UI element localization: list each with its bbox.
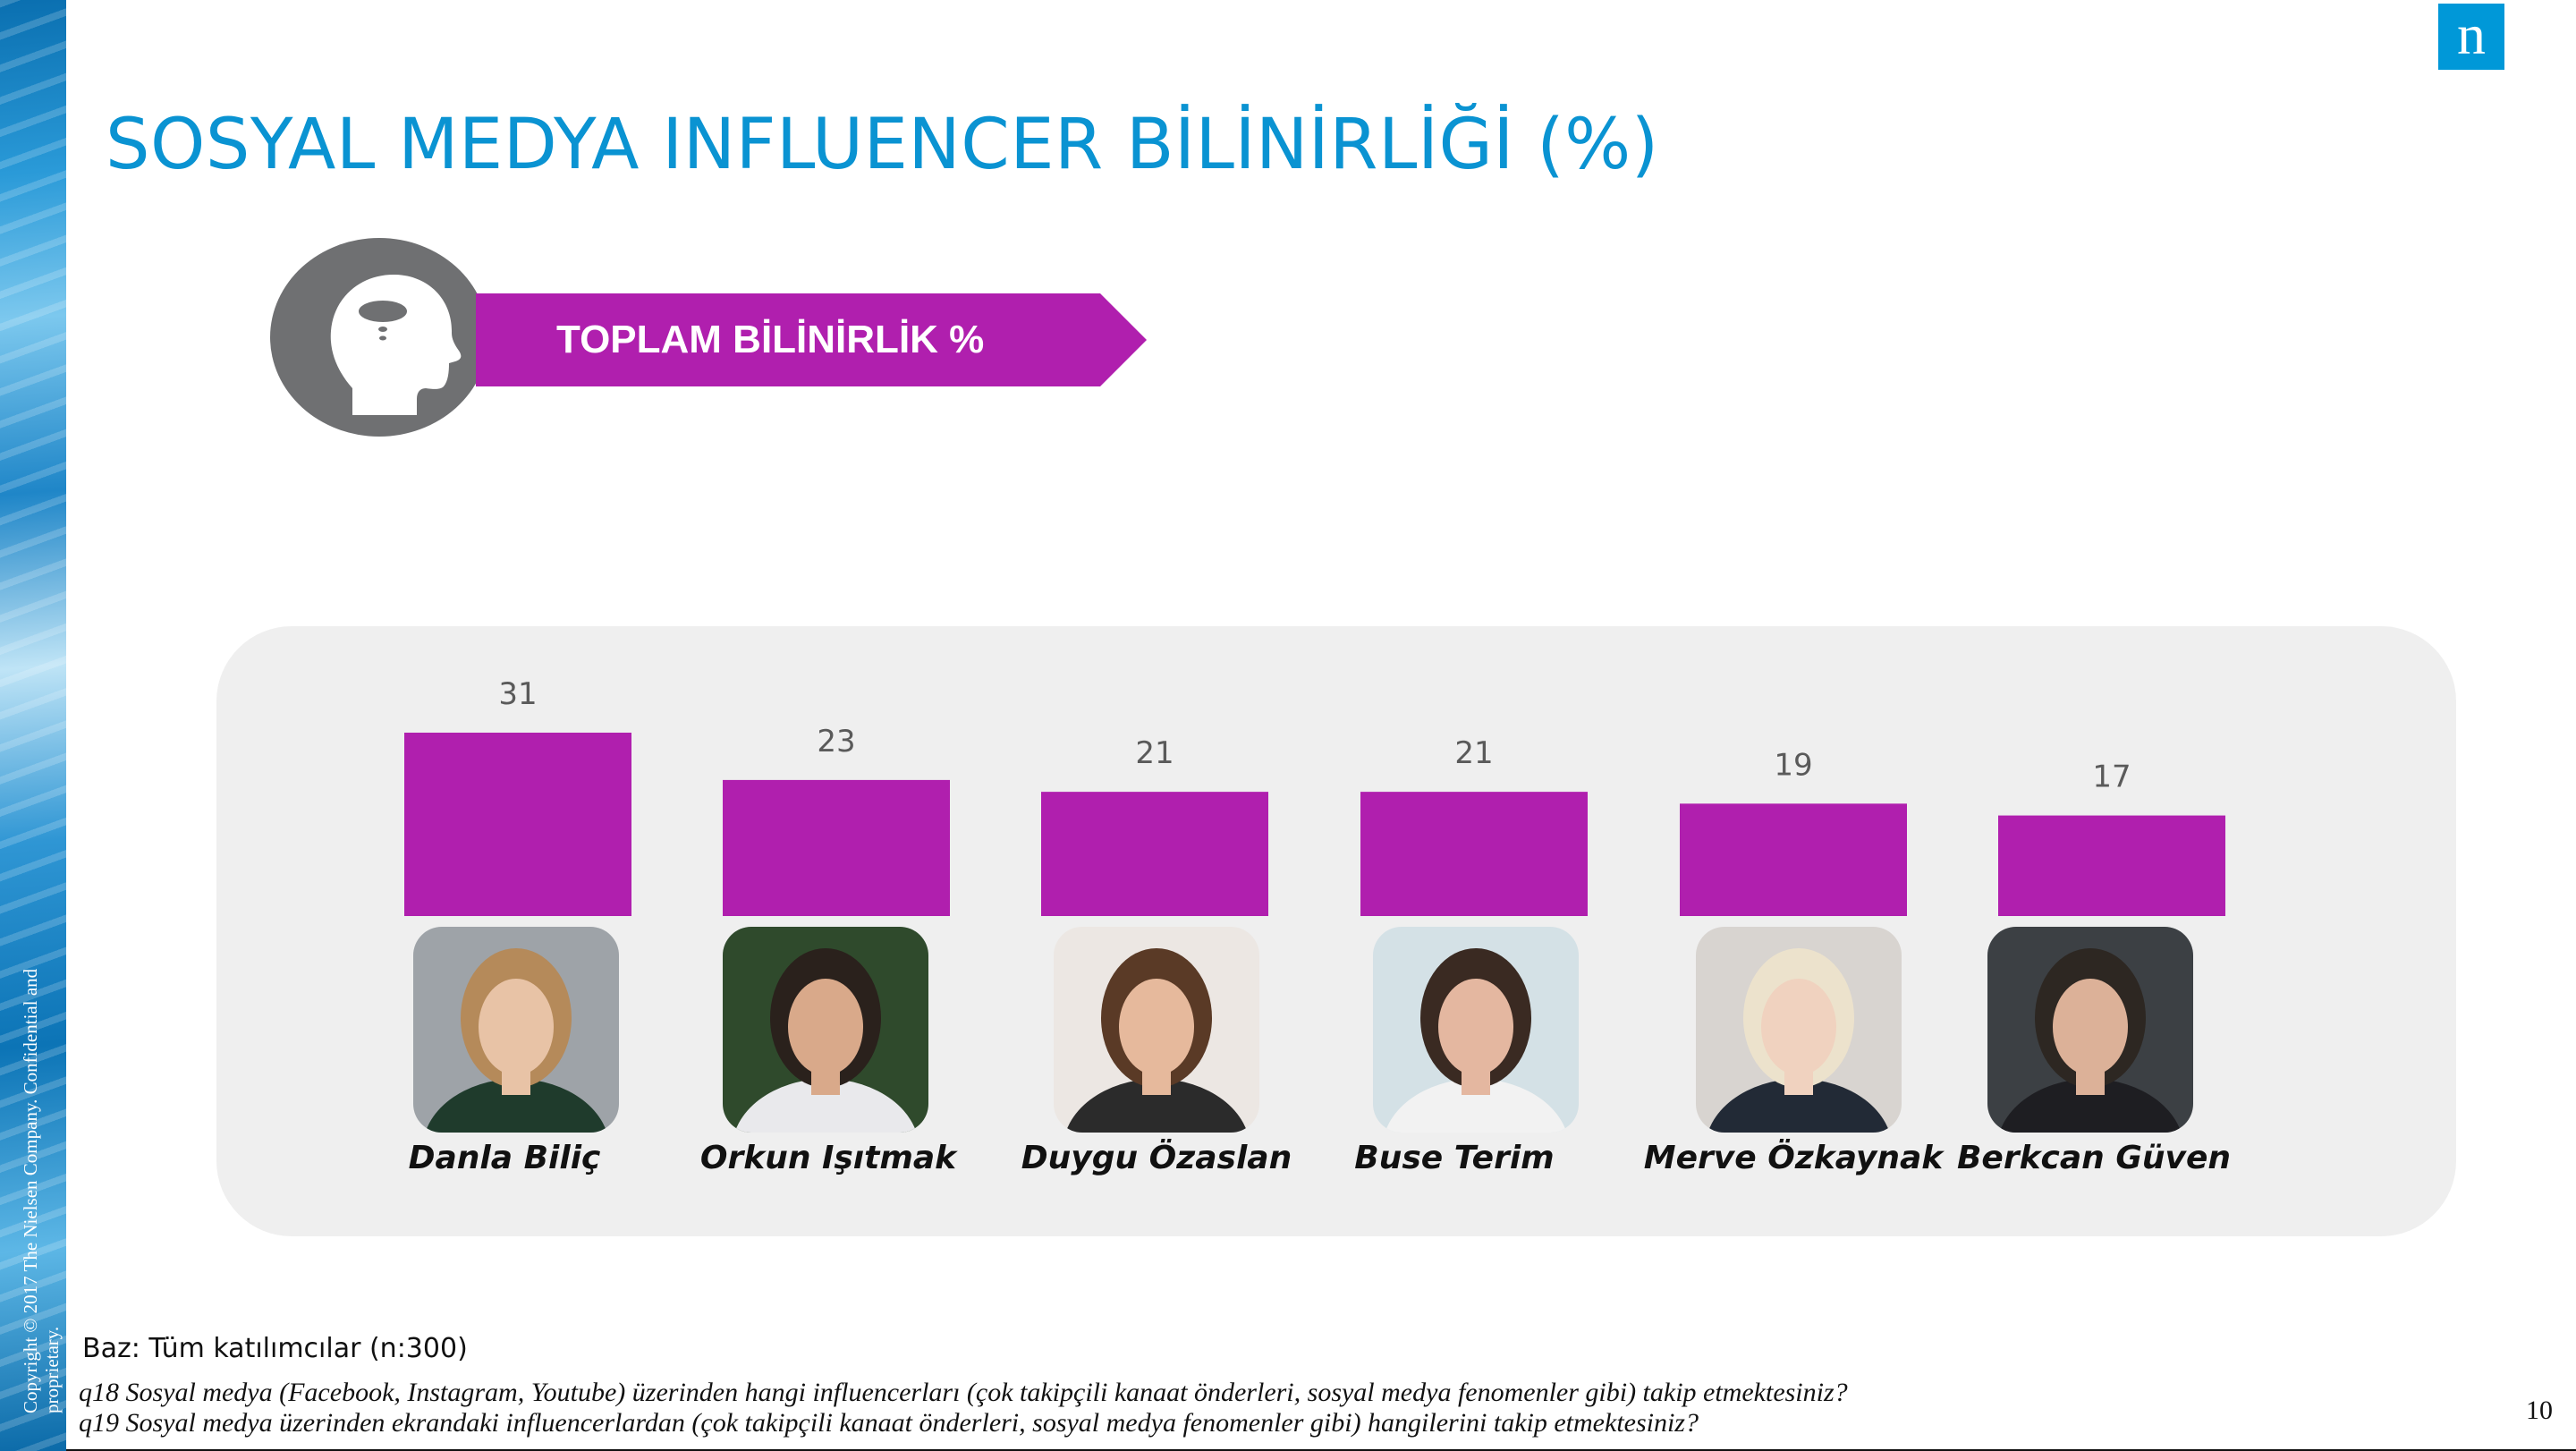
bar-4 [1360,792,1588,916]
question-q18: q18 Sosyal medya (Facebook, Instagram, Y… [79,1378,1848,1407]
influencer-name-label: Merve Özkaynak [1644,1139,1945,1176]
bar-value-label: 17 [2092,759,2131,795]
question-q19: q19 Sosyal medya üzerinden ekrandaki inf… [79,1408,1699,1438]
head-thought-icon [270,238,488,437]
influencer-name-label: Danla Biliç [409,1140,601,1176]
bar-value-label: 19 [1774,747,1812,783]
side-strip: Copyright © 2017 The Nielsen Company. Co… [0,0,66,1451]
influencer-photo [1987,927,2193,1133]
page-number: 10 [2526,1396,2553,1425]
bar-value-label: 21 [1135,735,1174,771]
nielsen-logo-icon: n [2438,4,2504,70]
influencer-name-label: Orkun Işıtmak [700,1140,958,1176]
bottom-rule [66,1449,2576,1451]
copyright-note: Copyright © 2017 The Nielsen Company. Co… [20,968,63,1413]
influencer-name-label: Buse Terim [1354,1140,1554,1176]
base-note: Baz: Tüm katılımcılar (n:300) [82,1333,468,1364]
bar-value-label: 23 [817,724,855,759]
bar-6 [1998,815,2225,916]
influencer-photo [1054,927,1259,1133]
banner-label: TOPLAM BİLİNİRLİK % [556,318,985,361]
bar-1 [404,733,631,916]
influencer-photo [1696,927,1902,1133]
bar-value-label: 21 [1454,735,1493,771]
bar-value-label: 31 [498,676,537,712]
influencer-name-label: Berkcan Güven [1957,1140,2231,1176]
total-awareness-banner [476,293,1147,386]
influencer-name-label: Duygu Özaslan [1021,1139,1292,1176]
bar-5 [1680,803,1907,916]
bar-3 [1041,792,1268,916]
influencer-photo [1373,927,1579,1133]
influencer-photo [723,927,928,1133]
bar-2 [723,779,950,916]
page-title: SOSYAL MEDYA INFLUENCER BİLİNİRLİĞİ (%) [106,105,1659,185]
influencer-photo [413,927,619,1133]
awareness-bar-chart: 31 Danla Biliç 23 Orkun Işıtmak 21 Duygu Özas… [404,676,2231,1176]
